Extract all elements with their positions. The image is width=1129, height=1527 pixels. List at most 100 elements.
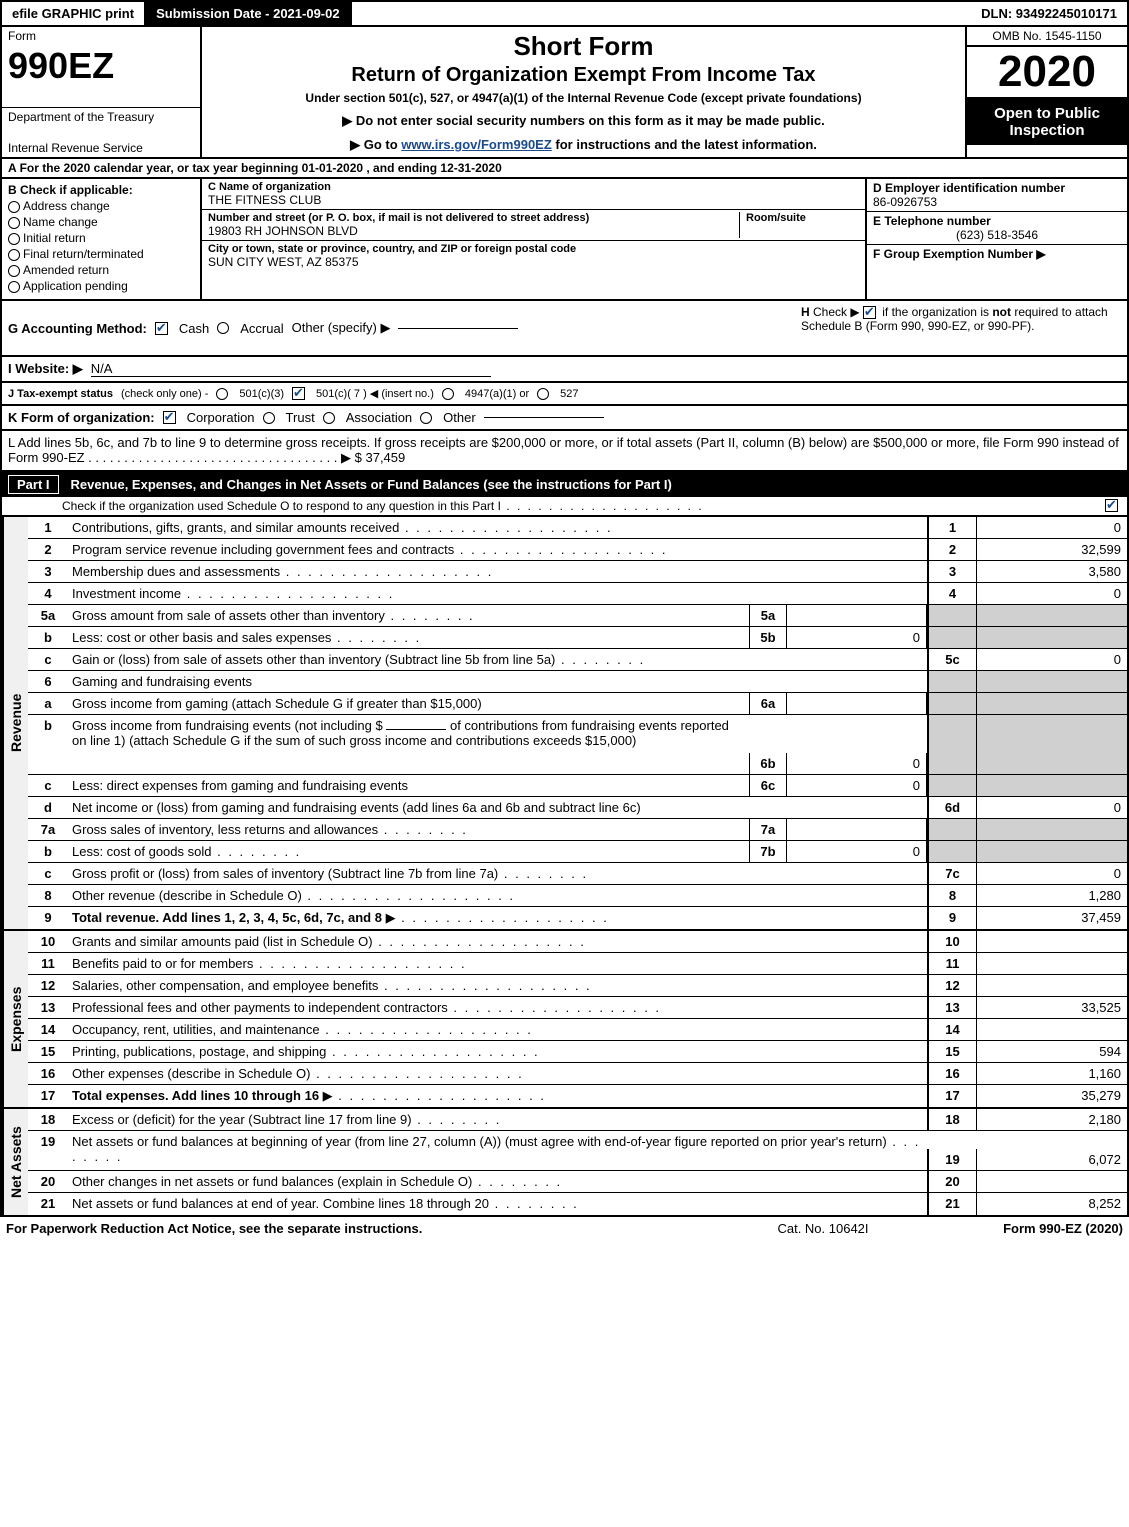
page-footer: For Paperwork Reduction Act Notice, see …	[0, 1217, 1129, 1240]
phone-label: E Telephone number	[873, 214, 1121, 228]
l5b-subval: 0	[787, 627, 927, 648]
l6c-keysh	[927, 775, 977, 796]
group-exemption-label: F Group Exemption Number ▶	[873, 247, 1121, 261]
l9-key: 9	[927, 907, 977, 929]
l18-desc: Excess or (deficit) for the year (Subtra…	[68, 1109, 927, 1130]
l7c-desc: Gross profit or (loss) from sales of inv…	[68, 863, 927, 884]
chk-other[interactable]	[420, 412, 432, 424]
l6-valsh	[977, 671, 1127, 692]
l5c-key: 5c	[927, 649, 977, 670]
l3-desc: Membership dues and assessments	[68, 561, 927, 582]
chk-cash[interactable]	[155, 322, 168, 335]
part-i-title: Revenue, Expenses, and Changes in Net As…	[71, 477, 1121, 492]
open-inspection-label: Open to Public Inspection	[967, 99, 1127, 145]
l19-desc: Net assets or fund balances at beginning…	[68, 1131, 927, 1170]
l6a-desc: Gross income from gaming (attach Schedul…	[68, 693, 749, 714]
org-name-value: THE FITNESS CLUB	[208, 193, 859, 207]
l2-val: 32,599	[977, 539, 1127, 560]
org-name-cell: C Name of organization THE FITNESS CLUB	[202, 179, 865, 210]
l6c-desc: Less: direct expenses from gaming and fu…	[68, 775, 749, 796]
l7a-valsh	[977, 819, 1127, 840]
chk-trust[interactable]	[263, 412, 275, 424]
street-cell: Number and street (or P. O. box, if mail…	[202, 210, 865, 241]
chk-final-return[interactable]: Final return/terminated	[8, 247, 194, 261]
section-b-checkboxes: B Check if applicable: Address change Na…	[2, 179, 202, 299]
l2-key: 2	[927, 539, 977, 560]
l5a-sub: 5a	[749, 605, 787, 626]
tax-year-text: For the 2020 calendar year, or tax year …	[20, 161, 502, 175]
chk-initial-return[interactable]: Initial return	[8, 231, 194, 245]
chk-501c3[interactable]	[216, 388, 228, 400]
l11-val	[977, 953, 1127, 974]
other-specify-input[interactable]	[398, 328, 518, 329]
l-text: L Add lines 5b, 6c, and 7b to line 9 to …	[8, 435, 1119, 465]
row-gh: G Accounting Method: Cash Accrual Other …	[0, 301, 1129, 357]
goto-pre: ▶ Go to	[350, 137, 401, 152]
section-def: D Employer identification number 86-0926…	[867, 179, 1127, 299]
header-center: Short Form Return of Organization Exempt…	[202, 27, 967, 157]
accrual-label: Accrual	[240, 321, 283, 336]
form-header: Form 990EZ Department of the Treasury In…	[0, 27, 1129, 159]
l10-desc: Grants and similar amounts paid (list in…	[68, 931, 927, 952]
form-subtitle: Return of Organization Exempt From Incom…	[210, 64, 957, 87]
efile-print-button[interactable]: efile GRAPHIC print	[2, 2, 146, 25]
k-label: K Form of organization:	[8, 410, 155, 425]
l7a-desc: Gross sales of inventory, less returns a…	[68, 819, 749, 840]
l6a-keysh	[927, 693, 977, 714]
row-i-website: I Website: ▶ N/A	[0, 357, 1129, 383]
chk-schedule-b[interactable]	[863, 306, 876, 319]
l6a-subval	[787, 693, 927, 714]
ein-value: 86-0926753	[873, 195, 1121, 209]
opt-other: Other	[443, 410, 476, 425]
l3-key: 3	[927, 561, 977, 582]
street-value: 19803 RH JOHNSON BLVD	[208, 224, 739, 238]
other-label: Other (specify) ▶	[292, 320, 391, 336]
chk-amended-return[interactable]: Amended return	[8, 263, 194, 277]
revenue-section: Revenue 1Contributions, gifts, grants, a…	[0, 517, 1129, 931]
city-label: City or town, state or province, country…	[208, 243, 859, 255]
l6d-val: 0	[977, 797, 1127, 818]
l7b-keysh	[927, 841, 977, 862]
chk-name-change[interactable]: Name change	[8, 215, 194, 229]
chk-501c[interactable]	[292, 387, 305, 400]
chk-application-pending[interactable]: Application pending	[8, 279, 194, 293]
b-header: B Check if applicable:	[8, 183, 194, 197]
part-i-check-text: Check if the organization used Schedule …	[62, 499, 1097, 513]
l18-key: 18	[927, 1109, 977, 1130]
chk-527[interactable]	[537, 388, 549, 400]
l21-val: 8,252	[977, 1193, 1127, 1215]
omb-number: OMB No. 1545-1150	[967, 27, 1127, 47]
dln-label: DLN: 93492245010171	[971, 2, 1127, 25]
opt-corp: Corporation	[187, 410, 255, 425]
irs-link[interactable]: www.irs.gov/Form990EZ	[401, 137, 552, 152]
l5c-val: 0	[977, 649, 1127, 670]
l11-key: 11	[927, 953, 977, 974]
l15-desc: Printing, publications, postage, and shi…	[68, 1041, 927, 1062]
chk-address-change[interactable]: Address change	[8, 199, 194, 213]
chk-corporation[interactable]	[163, 411, 176, 424]
k-other-input[interactable]	[484, 417, 604, 418]
l6b-keysh	[927, 715, 977, 774]
chk-accrual[interactable]	[217, 322, 229, 334]
l12-val	[977, 975, 1127, 996]
l14-val	[977, 1019, 1127, 1040]
footer-cat-no: Cat. No. 10642I	[723, 1221, 923, 1236]
chk-schedule-o[interactable]	[1105, 499, 1118, 512]
ein-cell: D Employer identification number 86-0926…	[867, 179, 1127, 212]
l7a-sub: 7a	[749, 819, 787, 840]
chk-association[interactable]	[323, 412, 335, 424]
l12-key: 12	[927, 975, 977, 996]
form-number: 990EZ	[2, 45, 200, 93]
part-i-checkline: Check if the organization used Schedule …	[0, 497, 1129, 517]
expenses-body: 10Grants and similar amounts paid (list …	[28, 931, 1127, 1107]
l20-desc: Other changes in net assets or fund bala…	[68, 1171, 927, 1192]
l11-desc: Benefits paid to or for members	[68, 953, 927, 974]
l12-desc: Salaries, other compensation, and employ…	[68, 975, 927, 996]
l6d-desc: Net income or (loss) from gaming and fun…	[68, 797, 927, 818]
l17-desc: Total expenses. Add lines 10 through 16 …	[68, 1085, 927, 1107]
ein-label: D Employer identification number	[873, 181, 1121, 195]
chk-4947[interactable]	[442, 388, 454, 400]
h-schedule-b: H Check ▶ if the organization is not req…	[801, 305, 1121, 333]
org-name-label: C Name of organization	[208, 181, 859, 193]
l1-key: 1	[927, 517, 977, 538]
